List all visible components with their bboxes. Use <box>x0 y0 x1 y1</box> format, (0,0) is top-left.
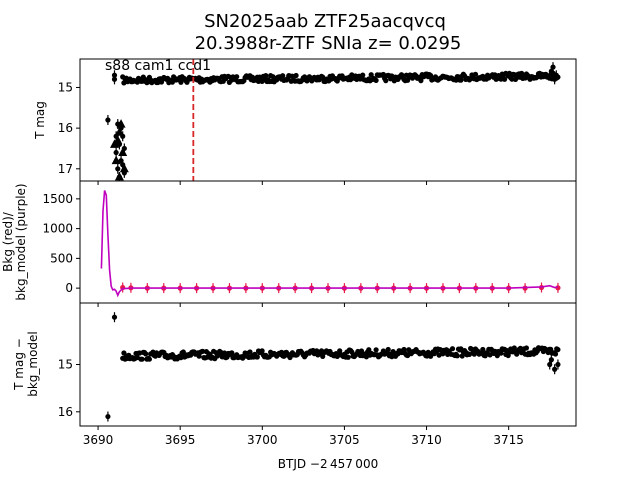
y-tick-label: 16 <box>58 121 73 135</box>
data-point <box>247 349 253 355</box>
limit-marker <box>109 139 119 148</box>
ylabel-bkg-line2: bkg_model (purple) <box>14 183 28 300</box>
data-point <box>555 361 561 368</box>
plot-area-2 <box>105 312 561 422</box>
data-point <box>254 354 260 360</box>
data-point <box>519 70 525 76</box>
limit-marker <box>118 147 128 157</box>
data-point <box>293 72 299 79</box>
plot-area-0 <box>105 59 561 181</box>
data-point <box>196 353 202 359</box>
data-point <box>349 349 355 355</box>
ylabel-tmag: T mag <box>33 101 47 140</box>
x-tick-label: 3715 <box>493 433 524 447</box>
data-point <box>366 347 372 353</box>
panel-bkg: Bkg (red)/ bkg_model (purple) 0 500 1000 15… <box>1 180 577 307</box>
panel-tmag-minus-bkg: T mag − bkg_model BTJD −2 457 000 15 16 36… <box>12 302 577 471</box>
data-point <box>320 353 326 359</box>
y-tick-label: 15 <box>58 358 73 372</box>
data-point <box>368 72 374 78</box>
x-tick-label: 3700 <box>247 433 278 447</box>
y-tick-label: 16 <box>58 405 73 419</box>
data-point <box>548 357 554 363</box>
x-tick-label: 3690 <box>83 433 114 447</box>
panel-frame <box>79 302 577 427</box>
data-point <box>498 350 504 356</box>
data-point <box>373 347 379 353</box>
data-point <box>345 354 351 360</box>
data-point <box>472 71 479 77</box>
data-point <box>511 345 517 351</box>
series-line <box>100 190 559 298</box>
x-tick-label: 3705 <box>329 433 360 447</box>
data-point <box>139 356 145 362</box>
y-tick-label: 1500 <box>42 192 73 206</box>
data-point <box>385 346 391 353</box>
chart-title: SN2025aab ZTF25aacqvcq <box>204 11 446 32</box>
data-point <box>113 149 119 156</box>
ylabel-diff-line2: bkg_model <box>26 331 40 397</box>
data-point <box>234 74 240 80</box>
data-point <box>105 117 111 123</box>
data-point <box>263 73 269 79</box>
y-tick-label: 500 <box>50 251 73 265</box>
y-tick-label: 1000 <box>42 222 73 236</box>
data-point <box>143 351 149 357</box>
chart-subtitle: 20.3988r-ZTF SNIa z= 0.0295 <box>195 33 462 54</box>
data-point <box>480 346 486 353</box>
data-point <box>358 348 365 354</box>
limit-marker <box>111 155 121 165</box>
data-point <box>229 350 235 356</box>
data-point <box>502 76 508 82</box>
data-point <box>383 78 389 84</box>
data-point <box>146 356 152 362</box>
limit-marker <box>114 171 124 181</box>
data-point <box>555 347 561 353</box>
limit-marker <box>116 119 126 128</box>
data-point <box>105 413 111 420</box>
data-point <box>360 72 366 78</box>
ylabel-bkg-line1: Bkg (red)/ <box>1 211 15 272</box>
panel-tmag: s88 cam1 ccd1 T mag 15 16 17 <box>33 58 577 185</box>
data-point <box>259 348 265 354</box>
data-point <box>449 346 456 352</box>
y-tick-label: 0 <box>65 281 73 295</box>
y-tick-label: 15 <box>58 80 73 94</box>
data-point <box>115 166 121 172</box>
limit-marker <box>114 127 124 136</box>
ylabel-diff-line1: T mag − <box>12 338 26 391</box>
data-point <box>280 73 286 79</box>
data-point <box>111 76 118 82</box>
data-point <box>111 314 118 320</box>
plot-area-1 <box>100 190 561 298</box>
data-point <box>553 72 559 78</box>
xlabel: BTJD −2 457 000 <box>278 457 378 471</box>
x-tick-label: 3710 <box>411 433 442 447</box>
data-point <box>552 351 559 357</box>
data-point <box>523 345 530 351</box>
data-point <box>454 353 460 359</box>
data-point <box>401 346 407 353</box>
data-point <box>373 77 379 83</box>
data-point <box>459 353 465 359</box>
data-point <box>418 78 424 84</box>
data-point <box>550 64 556 70</box>
data-point <box>458 77 464 83</box>
sector-annotation: s88 cam1 ccd1 <box>105 58 211 74</box>
limit-marker <box>119 163 129 173</box>
x-tick-label: 3695 <box>165 433 196 447</box>
data-point <box>552 366 558 372</box>
y-tick-label: 17 <box>58 162 73 176</box>
data-point <box>180 349 186 355</box>
